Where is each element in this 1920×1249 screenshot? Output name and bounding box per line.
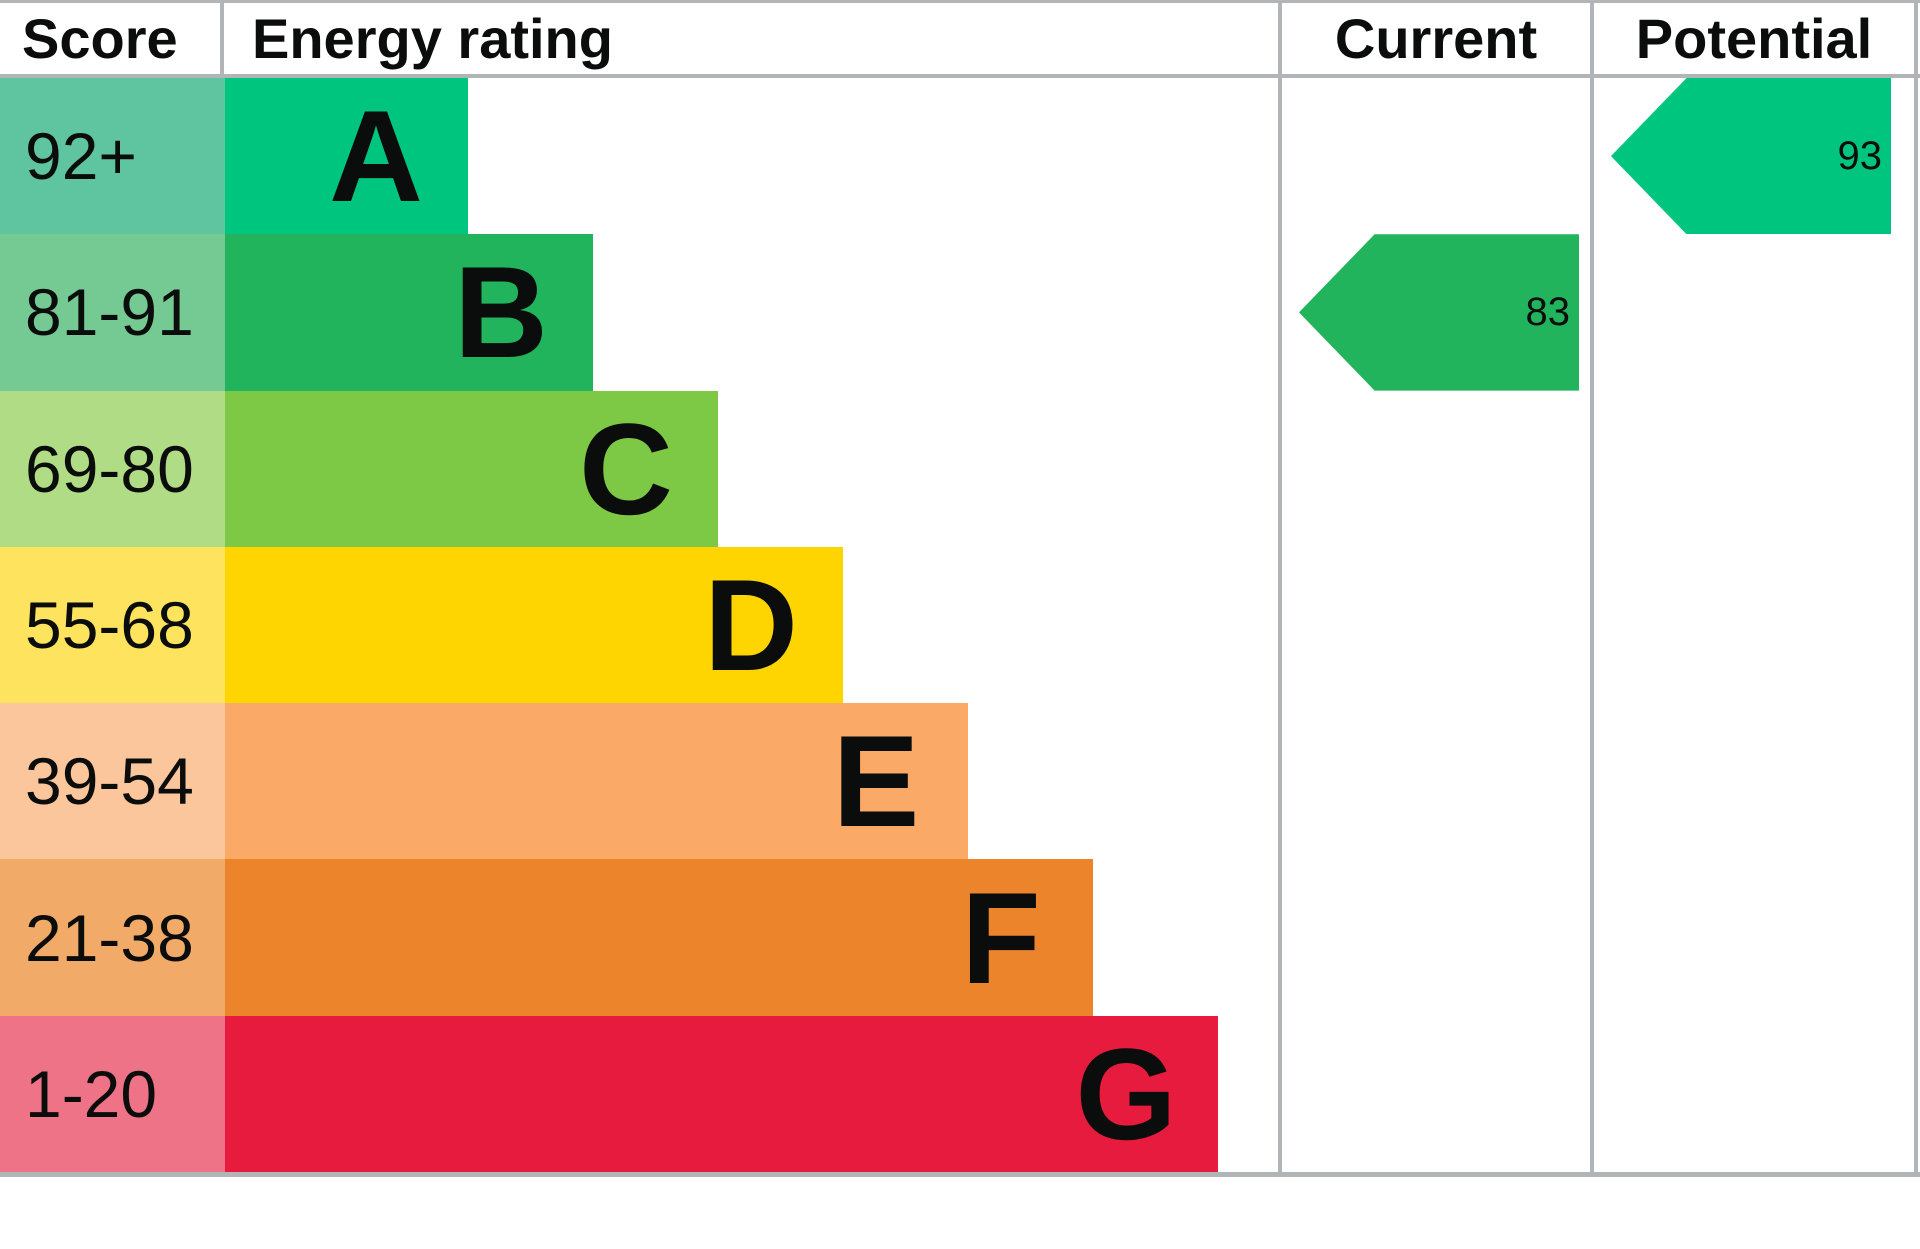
band-letter-e: E (832, 708, 920, 855)
score-column-divider (220, 0, 224, 78)
rating-bar-a: A (225, 78, 468, 235)
band-letter-c: C (579, 395, 673, 542)
score-range-cell-e: 39-54 (0, 703, 225, 860)
score-column-header: Score (22, 7, 178, 70)
rating-bar-d: D (225, 546, 843, 704)
band-letter-b: B (454, 239, 548, 386)
score-range-cell-a: 92+ (0, 78, 225, 235)
potential-column-divider (1590, 0, 1594, 1177)
current-column-header: Current (1334, 7, 1538, 70)
chart-bottom-line (0, 1172, 1920, 1177)
rating-bar-c: C (225, 390, 718, 547)
band-row-f: 21-38 F (0, 859, 1920, 1016)
top-border-line (0, 0, 1920, 3)
current-column-divider (1278, 0, 1282, 1177)
potential-rating-value: 93 (1837, 133, 1883, 178)
score-range-cell-b: 81-91 (0, 234, 225, 391)
rating-bar-f: F (225, 859, 1093, 1016)
score-range-cell-f: 21-38 (0, 859, 225, 1016)
rating-bands: 92+ A 81-91 B 69-80 C 55-68 D 39-54 E 21-38 F 1-20 G (0, 78, 1920, 1172)
header-underline (0, 74, 1920, 78)
band-letter-f: F (961, 864, 1041, 1011)
band-row-c: 69-80 C (0, 390, 1920, 547)
score-range-cell-g: 1-20 (0, 1015, 225, 1172)
rating-bar-e: E (225, 703, 968, 860)
potential-column-header: Potential (1635, 7, 1873, 70)
rating-bar-g: G (225, 1015, 1218, 1172)
right-border-line (1914, 0, 1918, 1177)
current-rating-value: 83 (1525, 289, 1571, 334)
band-row-g: 1-20 G (0, 1015, 1920, 1172)
score-range-cell-c: 69-80 (0, 390, 225, 547)
band-letter-g: G (1075, 1020, 1177, 1167)
energy-rating-column-header: Energy rating (252, 7, 613, 70)
band-row-a: 92+ A (0, 78, 1920, 235)
band-letter-d: D (704, 551, 798, 698)
score-range-cell-d: 55-68 (0, 546, 225, 704)
band-letter-a: A (329, 83, 423, 230)
rating-bar-b: B (225, 234, 593, 391)
band-row-d: 55-68 D (0, 546, 1920, 704)
band-row-e: 39-54 E (0, 703, 1920, 860)
band-row-b: 81-91 B (0, 234, 1920, 391)
